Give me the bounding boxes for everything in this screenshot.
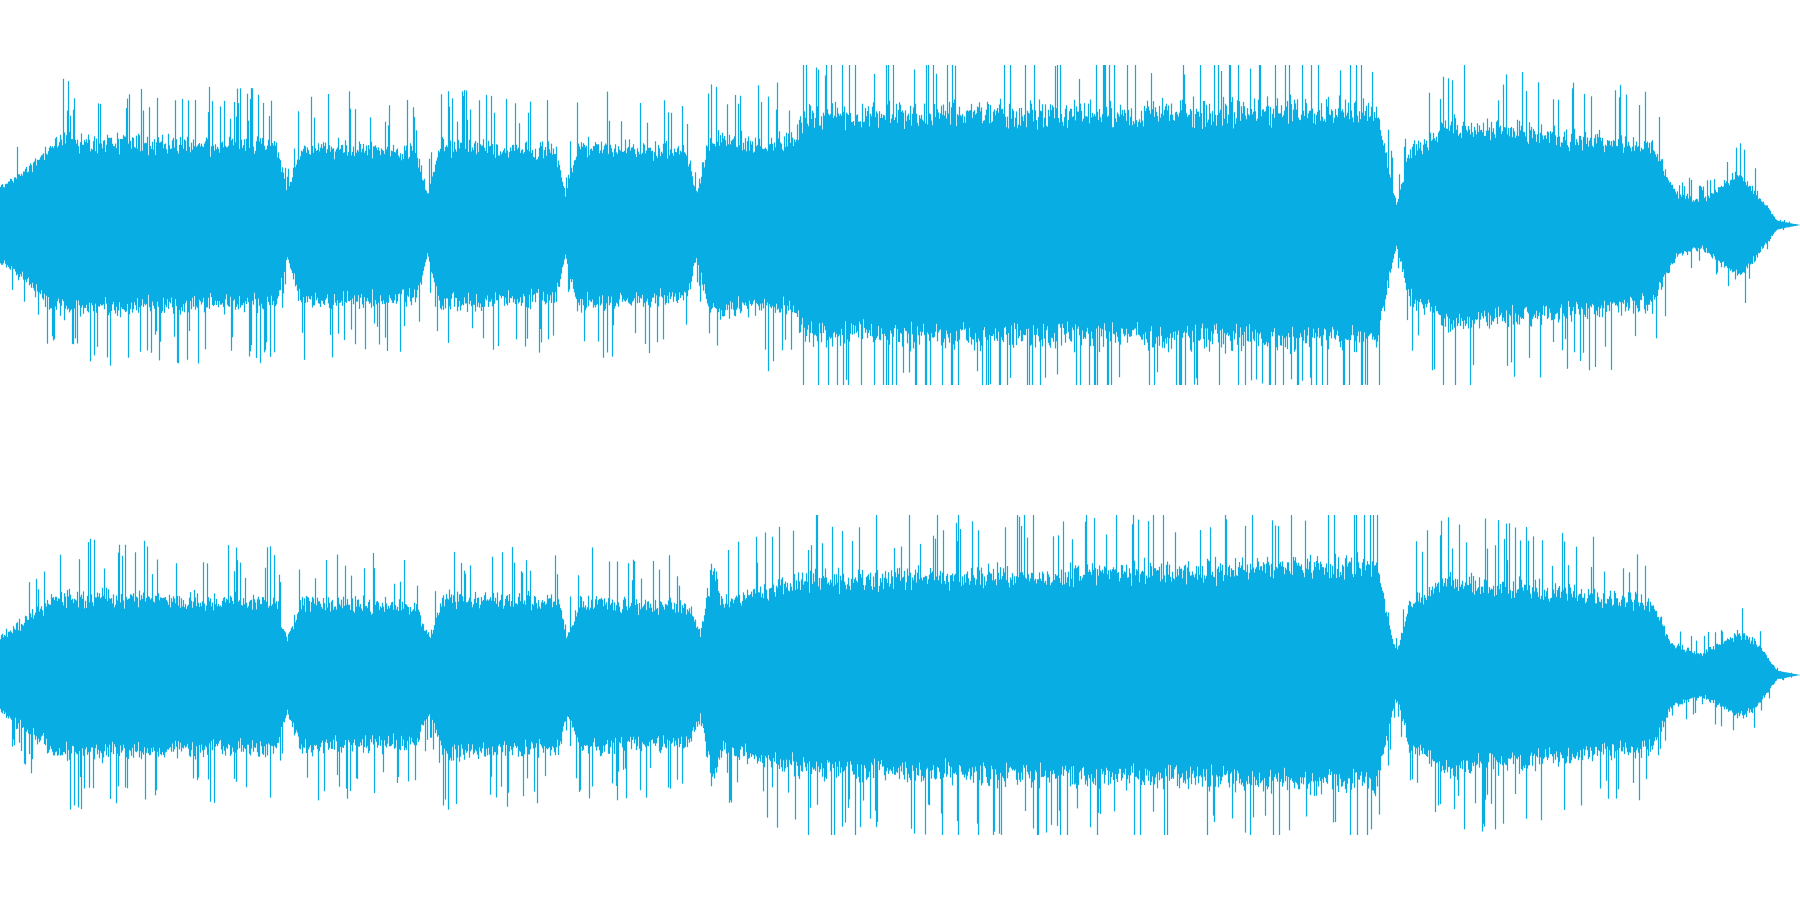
waveform-channel: [0, 65, 1800, 385]
waveform-channel: [0, 515, 1800, 835]
